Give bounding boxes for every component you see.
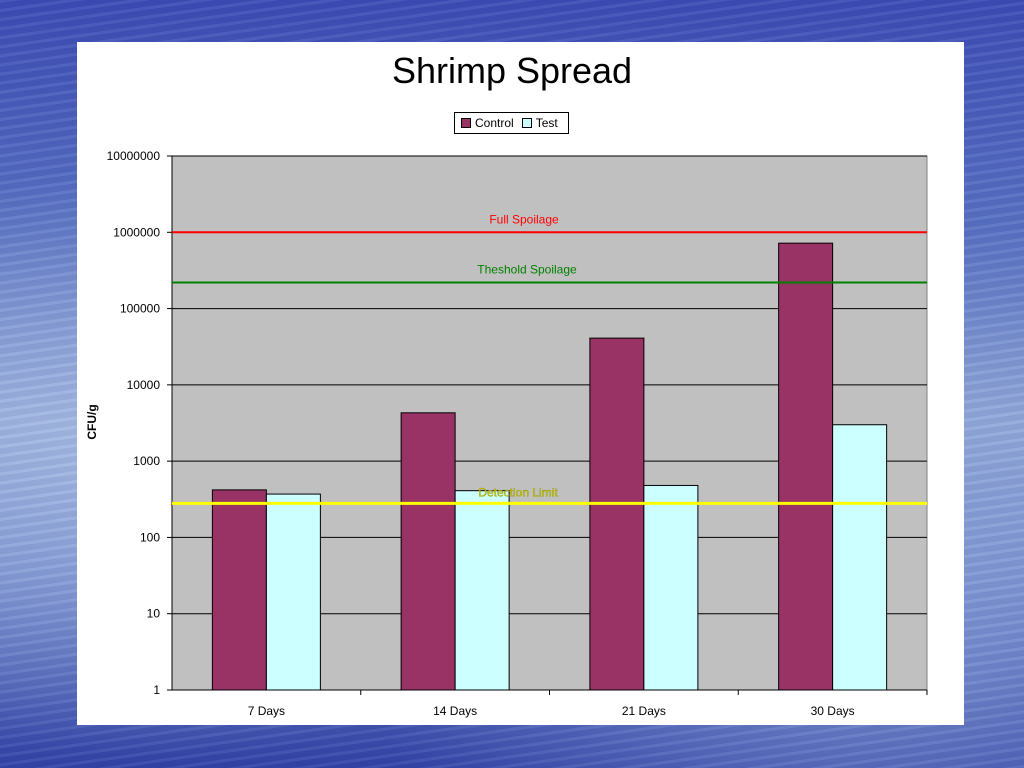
y-tick-label: 100000 (120, 302, 160, 316)
x-tick-label: 21 Days (622, 704, 666, 718)
reference-line-label: Theshold Spoilage (477, 262, 577, 276)
x-tick-label: 30 Days (811, 704, 855, 718)
bar-control (211, 489, 267, 691)
reference-line-label: Full Spoilage (489, 212, 559, 226)
y-tick-label: 10000 (127, 378, 161, 392)
bar-control (400, 412, 456, 691)
y-tick-label: 10 (147, 607, 161, 621)
y-tick-label: 10000000 (107, 149, 161, 163)
legend-swatch-test (521, 118, 532, 128)
legend-swatch-control (461, 118, 471, 128)
x-tick-label: 7 Days (248, 704, 285, 718)
legend-label-control: Control (475, 116, 514, 130)
legend-item-test: Test (521, 116, 558, 130)
bar-test (454, 490, 510, 691)
chart-title: Shrimp Spread (391, 50, 633, 91)
chart-legend: Control Test (454, 112, 569, 134)
reference-line-label: Detection Limit (478, 485, 558, 499)
y-tick-label: 1000 (133, 454, 160, 468)
bar-control (778, 242, 834, 691)
y-tick-label: 1000000 (113, 225, 160, 239)
bar-control (589, 337, 645, 691)
x-tick-label: 14 Days (433, 704, 477, 718)
bar-test (643, 484, 699, 691)
bar-test (265, 493, 321, 691)
bar-test (832, 424, 888, 691)
y-tick-label: 1 (153, 683, 160, 697)
legend-label-test: Test (535, 116, 558, 130)
y-tick-label: 100 (140, 530, 160, 544)
legend-item-control: Control (461, 116, 514, 130)
